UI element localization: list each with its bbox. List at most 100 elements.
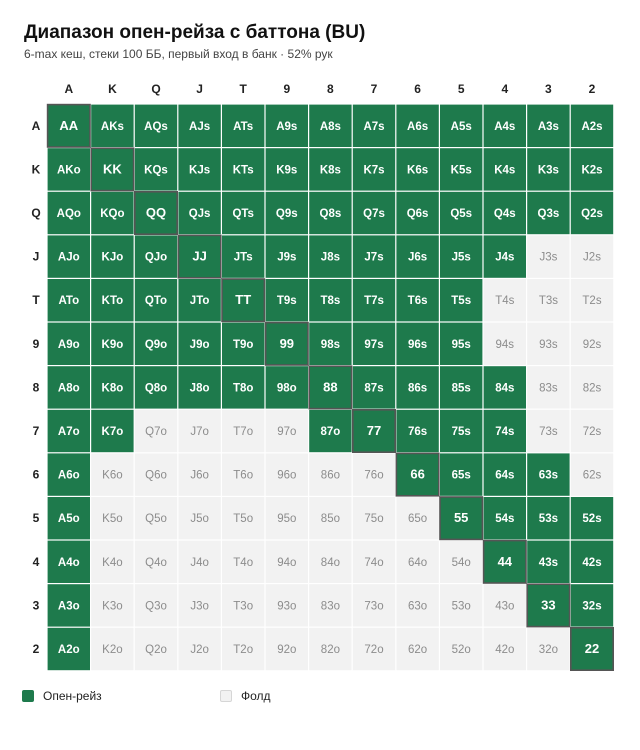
cell-label: A2o <box>58 644 80 656</box>
cell-raise <box>440 191 483 235</box>
cell-fold <box>91 497 134 540</box>
cell-label: 62s <box>583 470 602 482</box>
cell-fold <box>527 235 570 278</box>
cell-fold <box>265 497 308 540</box>
hand-cell: Q4s <box>483 191 526 235</box>
hand-cell: 43s <box>527 540 570 583</box>
cell-raise <box>439 496 484 541</box>
hand-cell: A9s <box>265 104 308 147</box>
cell-raise <box>47 279 90 322</box>
hand-cell: Q9s <box>265 191 308 235</box>
cell-label: J9s <box>277 252 296 264</box>
cell-label: A4o <box>58 557 80 569</box>
cell-label: 84o <box>321 557 340 569</box>
hand-cell: 96o <box>265 453 308 496</box>
cell-label: A6o <box>58 470 80 482</box>
row-header: 7 <box>33 424 40 438</box>
cell-fold <box>265 409 308 453</box>
cell-label: Q6s <box>407 208 429 220</box>
cell-label: 86s <box>408 382 427 394</box>
cell-label: 52o <box>452 644 471 656</box>
cell-raise <box>134 279 178 322</box>
cell-label: A3o <box>58 600 80 612</box>
row-header: 3 <box>33 598 40 612</box>
cell-raise <box>440 453 483 496</box>
cell-raise <box>396 191 439 235</box>
hand-cell: 43o <box>483 584 526 627</box>
cell-raise <box>440 366 483 409</box>
cell-label: A9o <box>58 339 80 351</box>
cell-fold <box>352 453 396 496</box>
cell-raise <box>352 322 396 365</box>
hand-cell: A2o <box>47 627 90 671</box>
cell-label: T2s <box>582 295 601 307</box>
cell-label: A6s <box>407 121 428 133</box>
cell-raise <box>222 148 265 191</box>
legend-label-raise: Опен-рейз <box>43 689 102 703</box>
cell-label: 84s <box>495 382 514 394</box>
hand-cell-pair: KK <box>90 147 135 192</box>
hand-cell-pair: AA <box>46 103 91 148</box>
hand-cell: K9o <box>91 322 134 365</box>
hand-cell: 84s <box>483 366 526 409</box>
col-header: 4 <box>501 82 508 96</box>
cell-raise <box>352 235 396 278</box>
cell-label: T8s <box>320 295 340 307</box>
hand-cell: T2s <box>570 279 614 322</box>
cell-fold <box>91 540 134 583</box>
hand-cell: 93o <box>265 584 308 627</box>
hand-cell: 83s <box>527 366 570 409</box>
hand-cell: 97s <box>352 322 396 365</box>
hand-cell: K4o <box>91 540 134 583</box>
cell-raise <box>222 235 265 278</box>
hand-cell: AQo <box>47 191 90 235</box>
cell-label: 42o <box>495 644 514 656</box>
hand-cell: 97o <box>265 409 308 453</box>
cell-label: T5s <box>451 295 471 307</box>
cell-label: 44 <box>498 554 513 569</box>
cell-raise <box>222 191 265 235</box>
hand-cell: K3s <box>527 148 570 191</box>
cell-raise <box>47 627 90 671</box>
cell-label: 93s <box>539 339 558 351</box>
cell-fold <box>352 497 396 540</box>
cell-label: A4s <box>494 121 515 133</box>
cell-label: K2o <box>102 644 122 656</box>
cell-label: 97s <box>364 339 383 351</box>
cell-label: 75s <box>452 426 471 438</box>
cell-label: T6s <box>408 295 428 307</box>
cell-fold <box>91 627 134 671</box>
hand-cell: T8s <box>309 279 352 322</box>
hand-cell-pair: 77 <box>351 408 396 453</box>
cell-fold <box>396 627 439 671</box>
cell-label: A7s <box>363 121 384 133</box>
hand-cell: 54o <box>440 540 483 583</box>
hand-cell: 83o <box>309 584 352 627</box>
cell-raise <box>46 103 91 148</box>
cell-label: 62o <box>408 644 427 656</box>
hand-cell: AQs <box>134 104 178 147</box>
hand-cell: 54s <box>483 497 526 540</box>
cell-label: 32o <box>539 644 558 656</box>
cell-label: T3o <box>233 600 253 612</box>
cell-label: 87s <box>364 382 383 394</box>
cell-label: T5o <box>233 513 253 525</box>
hand-cell: T9s <box>265 279 308 322</box>
cell-label: Q4o <box>145 557 167 569</box>
cell-raise <box>309 279 352 322</box>
cell-fold <box>570 322 614 365</box>
cell-label: 96s <box>408 339 427 351</box>
hand-cell: 32s <box>570 584 614 627</box>
cell-raise <box>309 191 352 235</box>
cell-raise <box>396 322 439 365</box>
cell-raise <box>47 322 90 365</box>
legend-item-raise: Опен-рейз <box>22 689 102 703</box>
hand-cell: J3s <box>527 235 570 278</box>
cell-label: Q9o <box>145 339 167 351</box>
row-header: 6 <box>33 468 40 482</box>
hand-cell: J5o <box>178 497 221 540</box>
cell-label: 82o <box>321 644 340 656</box>
cell-label: J2s <box>583 252 601 264</box>
hand-cell: 98s <box>309 322 352 365</box>
cell-raise <box>265 191 308 235</box>
